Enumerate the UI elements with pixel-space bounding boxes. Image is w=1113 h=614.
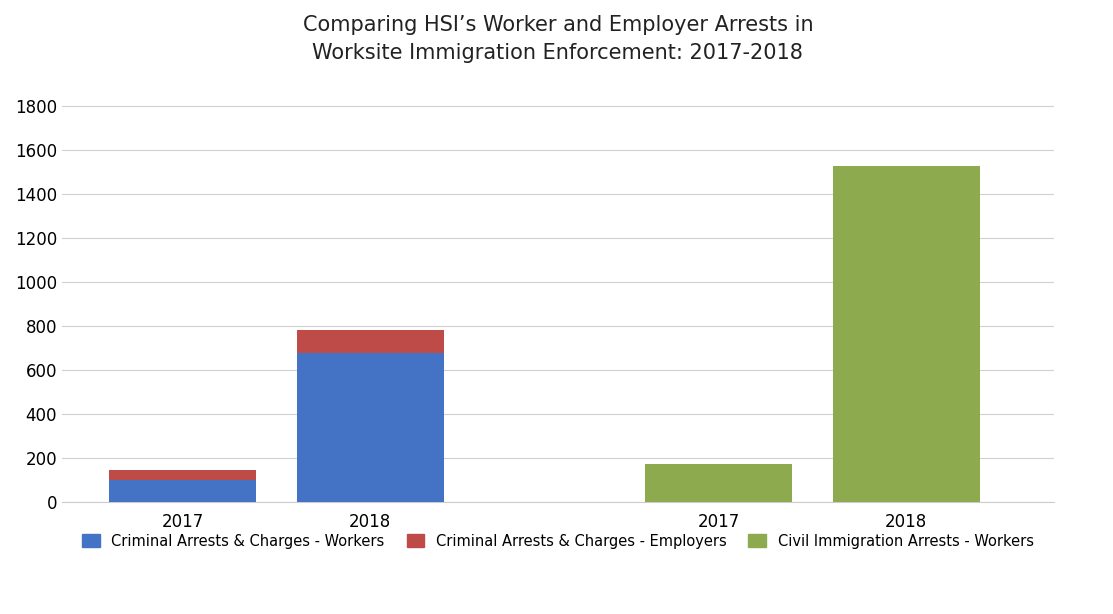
Legend: Criminal Arrests & Charges - Workers, Criminal Arrests & Charges - Employers, Ci: Criminal Arrests & Charges - Workers, Cr… — [82, 534, 1034, 549]
Bar — [644, 464, 792, 502]
Bar — [296, 330, 444, 354]
Bar — [109, 470, 256, 480]
Bar — [109, 480, 256, 502]
Title: Comparing HSI’s Worker and Employer Arrests in
Worksite Immigration Enforcement:: Comparing HSI’s Worker and Employer Arre… — [303, 15, 814, 63]
Bar — [833, 166, 979, 502]
Bar — [296, 354, 444, 502]
